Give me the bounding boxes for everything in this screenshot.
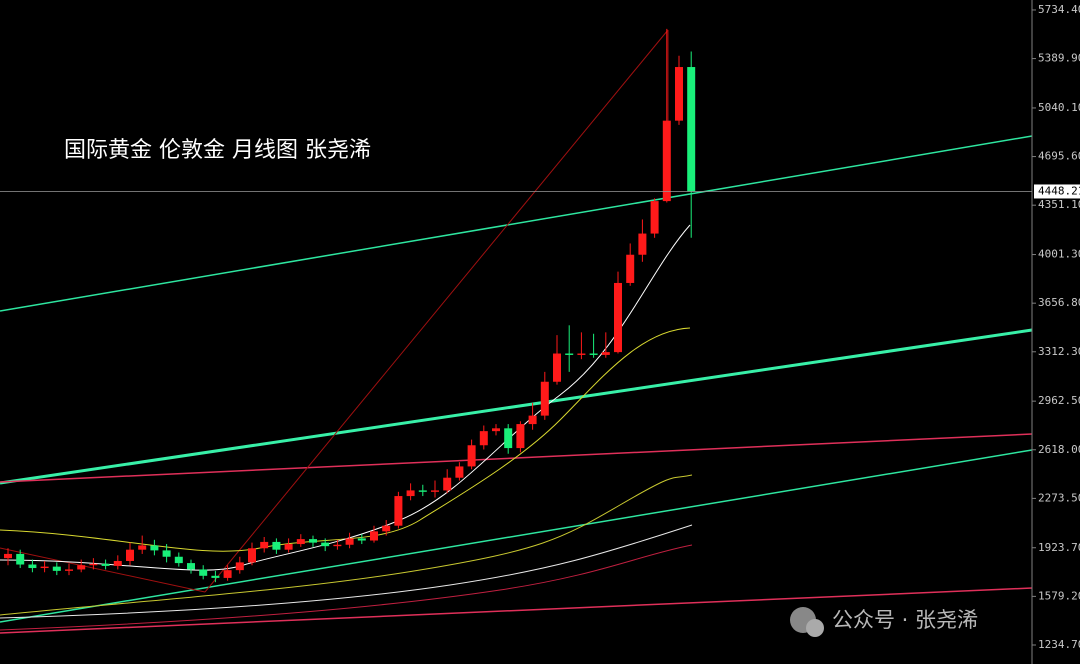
- watermark: 公众号 · 张尧浠: [790, 607, 978, 637]
- candle-body: [577, 353, 586, 355]
- candle-body: [321, 542, 330, 547]
- y-tick-label: 1923.70: [1038, 541, 1080, 554]
- candle-body: [357, 538, 366, 541]
- trend-line: [0, 587, 1033, 634]
- candle-body: [65, 569, 73, 571]
- watermark-icon: [806, 619, 824, 637]
- candle-body: [614, 282, 622, 353]
- candle-body: [16, 553, 25, 565]
- candle-body: [150, 545, 159, 551]
- candle-body: [174, 556, 183, 564]
- candle-body: [370, 531, 378, 541]
- candle-body: [516, 424, 525, 449]
- candle-body: [406, 490, 415, 497]
- y-tick-label: 1234.70: [1038, 638, 1080, 651]
- candle-body: [455, 466, 464, 478]
- trend-line: [0, 433, 1033, 483]
- candle-body: [223, 570, 232, 578]
- candle-body: [40, 566, 49, 569]
- candle-body: [101, 563, 110, 566]
- candle-body: [540, 381, 549, 416]
- candle-body: [296, 539, 305, 545]
- candle-body: [211, 575, 220, 578]
- candle-body: [260, 541, 269, 549]
- last-price-box: [1034, 184, 1080, 199]
- candle-body: [89, 563, 98, 566]
- chart-title: 国际黄金 伦敦金 月线图 张尧浠: [64, 138, 371, 163]
- candle-body: [333, 544, 342, 547]
- candle-body: [418, 490, 427, 492]
- y-tick-label: 4351.10: [1038, 198, 1080, 211]
- candle-body: [650, 201, 659, 234]
- candle-body: [138, 545, 147, 550]
- y-tick-label: 2618.00: [1038, 443, 1080, 456]
- candle-body: [126, 549, 134, 561]
- candle-body: [528, 415, 537, 425]
- y-tick-label: 4001.30: [1038, 248, 1080, 261]
- candle-body: [382, 525, 391, 532]
- trend-line: [0, 449, 1033, 623]
- y-tick-label: 4695.60: [1038, 150, 1080, 163]
- trend-line: [0, 547, 206, 593]
- candle-body: [272, 541, 281, 550]
- candle-body: [235, 562, 244, 571]
- moving-average: [0, 544, 693, 631]
- y-tick-label: 5040.10: [1038, 101, 1080, 114]
- candle-body: [52, 566, 61, 571]
- y-tick-label: 5389.90: [1038, 52, 1080, 65]
- candle-body: [248, 548, 256, 563]
- candle-body: [309, 539, 317, 543]
- last-price-label: 4448.21: [1038, 184, 1080, 197]
- y-tick-label: 2962.50: [1038, 394, 1080, 407]
- moving-average: [0, 327, 691, 552]
- candle-body: [77, 565, 86, 570]
- candle-body: [431, 490, 439, 492]
- candle-body: [162, 550, 171, 557]
- candle-body: [565, 353, 574, 355]
- moving-average: [0, 524, 693, 619]
- candle-body: [687, 67, 696, 192]
- trend-line: [0, 135, 1033, 312]
- candle-body: [492, 428, 500, 432]
- y-tick-label: 5734.40: [1038, 3, 1080, 16]
- candle-body: [675, 67, 683, 121]
- y-tick-label: 3312.30: [1038, 345, 1080, 358]
- candle-body: [187, 563, 195, 570]
- candle-body: [443, 477, 452, 491]
- candle-body: [284, 544, 293, 550]
- candle-body: [467, 445, 476, 467]
- candle-body: [479, 431, 488, 446]
- candle-body: [394, 496, 403, 526]
- candle-body: [113, 560, 122, 566]
- moving-average: [0, 474, 693, 616]
- candle-body: [345, 538, 354, 545]
- y-tick-label: 1579.20: [1038, 589, 1080, 602]
- candle-body: [601, 352, 610, 355]
- trend-line: [204, 29, 669, 593]
- candle-body: [4, 553, 12, 559]
- candle-body: [28, 564, 37, 569]
- candle-body: [662, 120, 671, 202]
- candle-body: [199, 569, 208, 576]
- candle-body: [553, 353, 561, 382]
- candle-body: [589, 353, 598, 355]
- candle-body: [626, 254, 635, 283]
- candle-body: [638, 233, 647, 255]
- candle-body: [504, 428, 513, 449]
- trend-line: [0, 328, 1033, 485]
- y-tick-label: 2273.50: [1038, 491, 1080, 504]
- y-tick-label: 3656.80: [1038, 296, 1080, 309]
- watermark-text: 公众号 · 张尧浠: [832, 608, 978, 632]
